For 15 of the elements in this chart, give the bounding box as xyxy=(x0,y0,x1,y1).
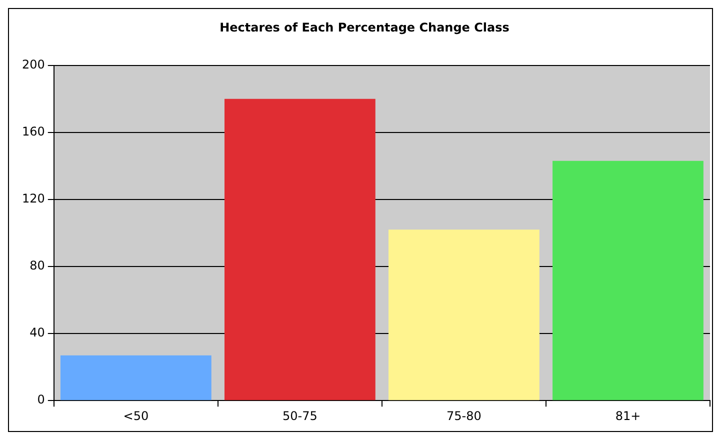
bar xyxy=(388,230,540,400)
y-tick-label: 80 xyxy=(30,258,45,273)
bar xyxy=(60,355,212,400)
bar xyxy=(552,160,704,400)
x-tick-label: 81+ xyxy=(615,408,641,423)
x-tick-label: 50-75 xyxy=(282,408,318,423)
y-tick-label: 120 xyxy=(22,192,45,206)
x-tick-label: 75-80 xyxy=(446,408,482,423)
y-tick-label: 40 xyxy=(30,326,45,340)
y-tick-label: 160 xyxy=(22,124,45,139)
y-tick-label: 0 xyxy=(37,392,45,407)
chart-title: Hectares of Each Percentage Change Class xyxy=(220,20,510,34)
y-tick-label: 200 xyxy=(22,58,45,72)
x-tick-label: <50 xyxy=(123,408,149,423)
bar xyxy=(224,98,376,400)
